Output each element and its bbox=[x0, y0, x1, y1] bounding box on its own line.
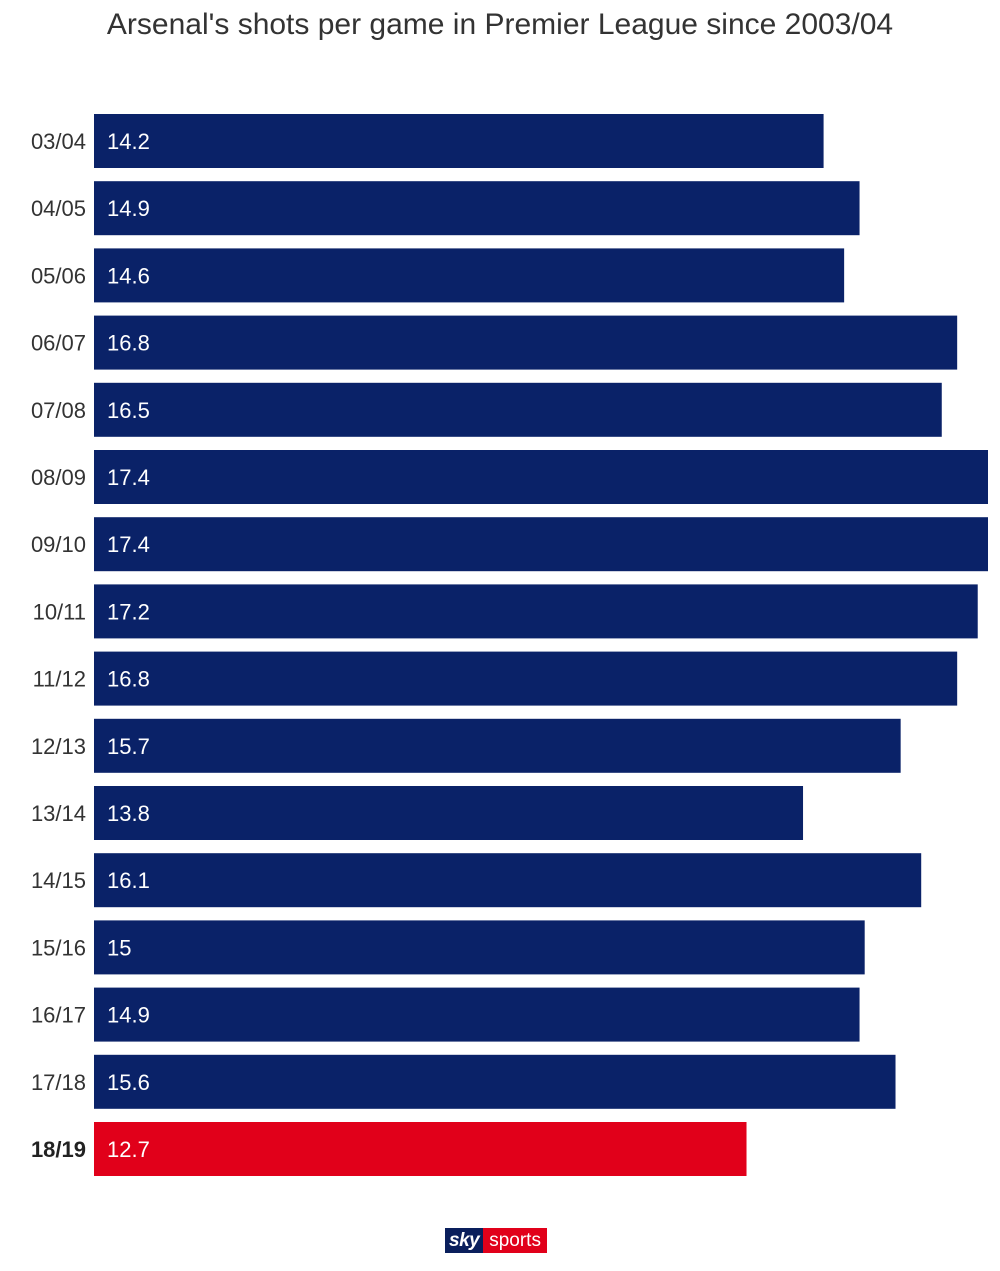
category-label: 10/11 bbox=[33, 599, 86, 624]
category-label: 09/10 bbox=[31, 532, 86, 557]
value-label: 17.2 bbox=[107, 599, 150, 624]
category-label: 11/12 bbox=[33, 667, 86, 692]
category-label: 12/13 bbox=[31, 734, 86, 759]
bar-12-13 bbox=[94, 718, 901, 773]
category-label: 08/09 bbox=[31, 465, 86, 490]
bar-chart: 03/04 14.2 04/05 14.9 05/06 14.6 06/07 16.8 07/0… bbox=[31, 114, 988, 1176]
value-label: 15.7 bbox=[107, 734, 150, 759]
value-label: 17.4 bbox=[107, 532, 150, 557]
sky-sports-logo: sky sports bbox=[445, 1228, 547, 1253]
bar-08-09 bbox=[94, 450, 988, 504]
category-label: 03/04 bbox=[31, 129, 86, 154]
bar-09-10 bbox=[94, 517, 988, 572]
value-label: 16.8 bbox=[107, 331, 150, 356]
value-label: 13.8 bbox=[107, 801, 150, 826]
bar-05-06 bbox=[94, 248, 845, 303]
category-label: 07/08 bbox=[31, 398, 86, 423]
category-label: 05/06 bbox=[31, 263, 86, 288]
category-label: 15/16 bbox=[31, 935, 86, 960]
category-label: 06/07 bbox=[31, 331, 86, 356]
bar-17-18 bbox=[94, 1054, 896, 1109]
value-label: 14.2 bbox=[107, 129, 150, 154]
bar-11-12 bbox=[94, 651, 958, 706]
value-label: 16.1 bbox=[107, 868, 150, 893]
bar-03-04 bbox=[94, 114, 824, 168]
value-label: 16.8 bbox=[107, 667, 150, 692]
bar-06-07 bbox=[94, 315, 958, 370]
category-label: 04/05 bbox=[31, 196, 86, 221]
bar-07-08 bbox=[94, 382, 942, 437]
bar-15-16 bbox=[94, 920, 865, 975]
bar-16-17 bbox=[94, 987, 860, 1042]
value-label: 14.9 bbox=[107, 1003, 150, 1028]
value-label: 15 bbox=[107, 935, 131, 960]
category-label: 13/14 bbox=[31, 801, 86, 826]
value-label: 15.6 bbox=[107, 1070, 150, 1095]
category-label: 17/18 bbox=[31, 1070, 86, 1095]
bar-13-14 bbox=[94, 786, 804, 840]
value-label: 14.6 bbox=[107, 263, 150, 288]
category-label: 14/15 bbox=[31, 868, 86, 893]
value-label: 12.7 bbox=[107, 1137, 150, 1162]
logo-sports-text: sports bbox=[483, 1228, 547, 1253]
value-label: 17.4 bbox=[107, 465, 150, 490]
category-label: 18/19 bbox=[31, 1137, 86, 1162]
category-label: 16/17 bbox=[31, 1003, 86, 1028]
value-label: 16.5 bbox=[107, 398, 150, 423]
logo-sky-text: sky bbox=[445, 1228, 484, 1253]
bar-10-11 bbox=[94, 584, 978, 639]
bar-04-05 bbox=[94, 181, 860, 236]
chart-title: Arsenal's shots per game in Premier Leag… bbox=[106, 8, 894, 41]
bar-14-15 bbox=[94, 853, 922, 908]
bar-18-19 bbox=[94, 1122, 747, 1176]
value-label: 14.9 bbox=[107, 196, 150, 221]
